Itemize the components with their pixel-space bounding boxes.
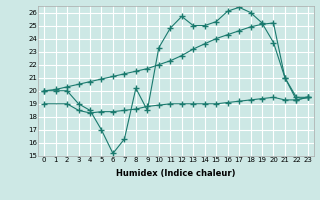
X-axis label: Humidex (Indice chaleur): Humidex (Indice chaleur) [116, 169, 236, 178]
